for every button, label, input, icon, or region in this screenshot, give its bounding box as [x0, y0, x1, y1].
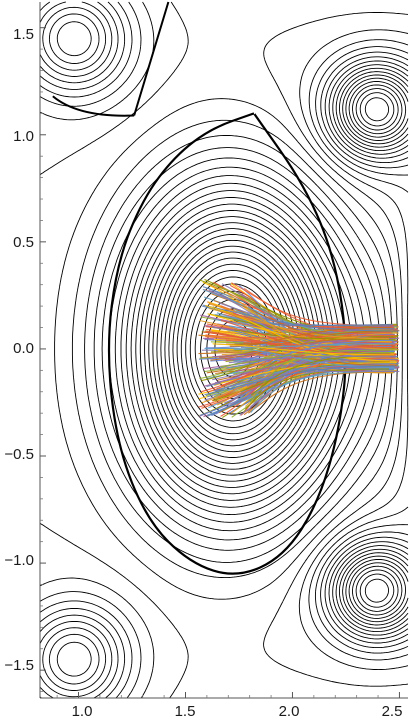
x-tick-label-1.5: 1.5	[175, 703, 196, 720]
contour-line	[39, 1, 409, 699]
contour-line	[345, 77, 409, 623]
trajectory-line	[212, 343, 395, 356]
trajectory-line	[209, 307, 390, 340]
contour-line	[125, 190, 346, 508]
contour-line	[114, 175, 359, 523]
trajectory-line	[233, 312, 394, 344]
contour-line	[39, 1, 409, 699]
contour-line	[148, 222, 321, 476]
x-tick-label-1.0: 1.0	[72, 703, 93, 720]
contour-line	[39, 1, 409, 699]
contour-line	[39, 1, 409, 699]
trajectory-line	[204, 325, 396, 344]
contour-line	[84, 134, 387, 563]
y-tick-label-neg-0.5: −0.5	[4, 446, 34, 463]
contour-line	[164, 245, 304, 453]
contour-line	[355, 88, 399, 612]
trajectory-line	[214, 366, 399, 392]
trajectory-line	[228, 355, 396, 364]
x-tick-label-2.5: 2.5	[382, 703, 403, 720]
separatrix-leg	[133, 1, 170, 116]
contour-line	[352, 84, 403, 616]
x-tick-label-2.0: 2.0	[279, 703, 300, 720]
trajectory-line	[220, 349, 399, 368]
separatrix	[52, 1, 347, 575]
trajectory-line	[218, 287, 390, 358]
contour-line	[135, 203, 335, 495]
y-tick-label-1.0: 1.0	[13, 128, 34, 145]
trajectory-line	[211, 293, 395, 347]
contour-line	[160, 239, 308, 458]
contour-line	[156, 234, 312, 464]
contour-line	[152, 228, 317, 470]
trajectory-line	[204, 343, 395, 350]
trajectory-line	[204, 365, 395, 396]
axis-ticks	[40, 27, 400, 698]
contour-line	[139, 209, 330, 488]
contour-line	[342, 74, 409, 626]
trajectory-line	[234, 329, 396, 341]
contour-line	[144, 216, 326, 482]
contour-line	[54, 98, 398, 600]
trajectory-line	[201, 344, 398, 393]
contour-line	[168, 251, 300, 447]
y-tick-label-0.5: 0.5	[13, 234, 34, 251]
contour-line	[93, 147, 381, 551]
contour-line	[348, 81, 407, 619]
separatrix-line	[107, 112, 347, 575]
trajectory-line	[202, 304, 400, 332]
separatrix-leg	[52, 95, 135, 117]
y-tick-label-neg-1.0: −1.0	[4, 552, 34, 569]
trajectory-line	[212, 359, 390, 381]
contour-line	[56, 21, 409, 677]
contour-line	[39, 1, 409, 699]
contour-line	[48, 13, 409, 685]
y-tick-label-0.0: 0.0	[13, 340, 34, 357]
plot-frame	[39, 2, 408, 699]
contour-line	[364, 97, 390, 603]
trajectory-line	[214, 332, 399, 403]
contour-line	[130, 197, 340, 501]
contour-line	[42, 6, 409, 691]
y-tick-label-neg-1.5: −1.5	[4, 657, 34, 674]
trajectory-line	[208, 303, 399, 350]
contour-line	[359, 92, 395, 608]
trajectory-line	[205, 336, 396, 348]
trajectory-line	[244, 368, 390, 410]
contour-line	[39, 1, 409, 698]
y-tick-label-1.5: 1.5	[13, 26, 34, 43]
trajectory-bundle	[198, 278, 400, 418]
